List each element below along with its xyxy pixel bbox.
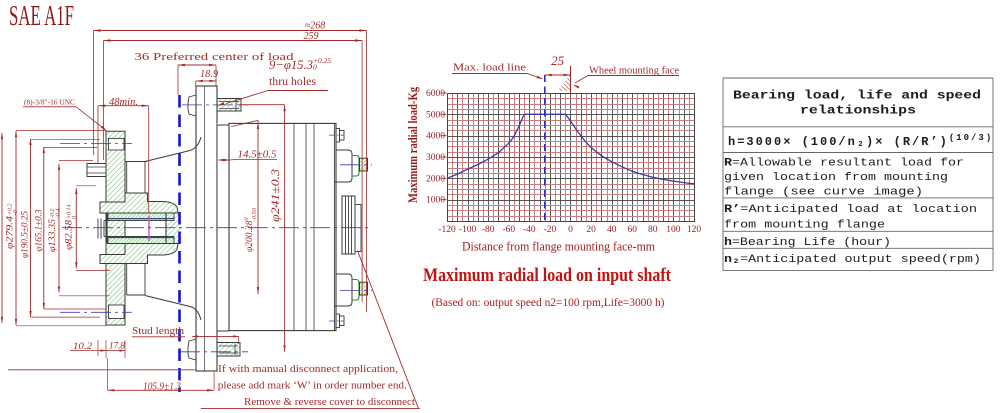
svg-text:(8)-3/8″-16 UNC: (8)-3/8″-16 UNC — [24, 99, 75, 107]
svg-text:5000: 5000 — [426, 110, 445, 120]
svg-text:+0.25: +0.25 — [313, 56, 331, 65]
svg-text:2000: 2000 — [426, 174, 445, 184]
svg-text:9−φ15.3: 9−φ15.3 — [269, 57, 313, 72]
svg-text:Stud length: Stud length — [132, 325, 185, 337]
svg-text:100: 100 — [666, 225, 681, 235]
svg-text:relationships: relationships — [800, 104, 916, 118]
svg-text:φ279.4: φ279.4 — [6, 216, 16, 249]
svg-text:-120: -120 — [438, 225, 456, 235]
svg-text:1000: 1000 — [426, 196, 445, 206]
svg-text:flange (see curve image): flange (see curve image) — [724, 187, 923, 199]
svg-text:Remove & reverse cover to disc: Remove & reverse cover to disconnect — [244, 396, 415, 408]
svg-text:-100: -100 — [459, 225, 477, 235]
svg-text:φ165.1±0.3: φ165.1±0.3 — [35, 209, 45, 251]
svg-text:Maximum radial load-Kg: Maximum radial load-Kg — [406, 86, 420, 203]
svg-text:+0.14: +0.14 — [66, 204, 73, 219]
svg-text:R=Allowable resultant load for: R=Allowable resultant load for — [724, 158, 964, 170]
svg-text:please add mark ‘W’ in order n: please add mark ‘W’ in order number end. — [218, 380, 407, 392]
svg-text:80: 80 — [648, 225, 658, 235]
svg-text:120: 120 — [687, 225, 702, 235]
svg-text:Maximum radial load on input s: Maximum radial load on input shaft — [423, 265, 672, 286]
svg-text:48min.: 48min. — [109, 97, 138, 108]
svg-text:-60: -60 — [502, 225, 515, 235]
svg-text:Max. load line: Max. load line — [453, 63, 526, 74]
svg-text:SAE A1F: SAE A1F — [9, 1, 74, 32]
svg-text:-40: -40 — [523, 225, 536, 235]
svg-text:Bearing load, life and speed: Bearing load, life and speed — [733, 89, 981, 103]
svg-text:Distance from flange mounting: Distance from flange mounting face-mm — [462, 240, 655, 254]
svg-text:thru holes: thru holes — [269, 76, 317, 88]
svg-text:40: 40 — [607, 225, 617, 235]
svg-text:from mounting flange: from mounting flange — [724, 220, 885, 232]
svg-text:n₂=Anticipated output speed(rp: n₂ =Anticipated output speed(rpm) — [724, 254, 981, 266]
svg-text:-80: -80 — [482, 225, 495, 235]
svg-text:18.9: 18.9 — [200, 69, 218, 80]
svg-text:If with manual disconnect appl: If with manual disconnect application, — [218, 363, 398, 375]
svg-text:0: 0 — [72, 216, 78, 219]
svg-text:-0: -0 — [13, 210, 19, 215]
svg-text:20: 20 — [586, 225, 596, 235]
svg-text:105.9±1.3: 105.9±1.3 — [143, 382, 181, 393]
svg-text:Wheel mounting face: Wheel mounting face — [589, 66, 679, 77]
svg-text:R’=Anticipated load at locatio: R’ =Anticipated load at location — [724, 204, 977, 216]
svg-text:φ190.5±0.25: φ190.5±0.25 — [21, 211, 31, 258]
svg-text:φ200.280-0.50: φ200.280-0.50 — [243, 207, 258, 252]
svg-text:6000: 6000 — [426, 89, 445, 99]
svg-text:-0.2: -0.2 — [50, 209, 56, 219]
svg-text:h=Bearing Life (hour): h=Bearing Life (hour) — [724, 237, 891, 249]
svg-text:4000: 4000 — [426, 132, 445, 142]
svg-text:36 Preferred center of load: 36 Preferred center of load — [135, 52, 295, 63]
svg-text:given location from mounting: given location from mounting — [724, 172, 948, 184]
svg-text:60: 60 — [627, 225, 637, 235]
svg-text:259: 259 — [304, 31, 319, 42]
svg-text:17.8: 17.8 — [109, 342, 125, 352]
svg-text:-20: -20 — [544, 225, 557, 235]
svg-text:h=3000× (100/n₂)× (R/R’)(10/3): h=3000× (100/n₂)× (R/R’)(10/3) — [728, 133, 993, 149]
svg-text:φ241±0.3: φ241±0.3 — [270, 169, 282, 222]
svg-text:-0.4: -0.4 — [55, 209, 62, 219]
svg-text:(Based on: output speed n2=100: (Based on: output speed n2=100 rpm,Life=… — [432, 295, 665, 309]
svg-text:3000: 3000 — [426, 153, 445, 163]
svg-text:φ82.58: φ82.58 — [65, 220, 75, 250]
svg-text:≈268: ≈268 — [305, 21, 326, 32]
svg-text:14.5±0.5: 14.5±0.5 — [238, 150, 277, 161]
svg-text:φ133.35: φ133.35 — [48, 219, 58, 252]
svg-text:0: 0 — [313, 63, 317, 72]
svg-text:25: 25 — [551, 53, 565, 68]
svg-text:0: 0 — [568, 225, 573, 235]
svg-text:+0.2: +0.2 — [8, 203, 14, 215]
svg-text:10.2: 10.2 — [73, 342, 92, 352]
